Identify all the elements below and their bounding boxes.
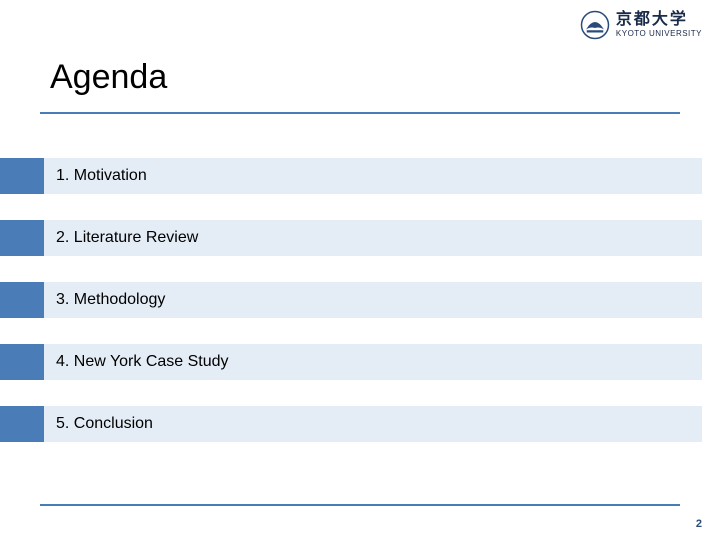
seal-icon: [580, 10, 610, 40]
agenda-item-body: 4. New York Case Study: [44, 344, 702, 380]
logo-text-en: KYOTO UNIVERSITY: [616, 30, 702, 38]
accent-bar: [0, 158, 44, 194]
logo-text: 京都大学 KYOTO UNIVERSITY: [616, 12, 702, 38]
agenda-item-body: 1. Motivation: [44, 158, 702, 194]
agenda-item: 5. Conclusion: [0, 406, 720, 442]
agenda-item: 2. Literature Review: [0, 220, 720, 256]
slide: 京都大学 KYOTO UNIVERSITY Agenda 1. Motivati…: [0, 0, 720, 540]
agenda-item-label: 3. Methodology: [56, 291, 165, 309]
accent-bar: [0, 220, 44, 256]
page-title: Agenda: [50, 58, 167, 97]
agenda-item: 1. Motivation: [0, 158, 720, 194]
agenda-item-label: 1. Motivation: [56, 167, 147, 185]
title-divider: [40, 112, 680, 114]
accent-bar: [0, 282, 44, 318]
accent-bar: [0, 406, 44, 442]
agenda-item-body: 5. Conclusion: [44, 406, 702, 442]
agenda-item-body: 3. Methodology: [44, 282, 702, 318]
logo-text-jp: 京都大学: [616, 12, 702, 28]
page-number: 2: [696, 518, 702, 530]
agenda-item-label: 5. Conclusion: [56, 415, 153, 433]
agenda-item-body: 2. Literature Review: [44, 220, 702, 256]
agenda-item-label: 2. Literature Review: [56, 229, 198, 247]
accent-bar: [0, 344, 44, 380]
bottom-divider: [40, 504, 680, 506]
university-logo: 京都大学 KYOTO UNIVERSITY: [580, 10, 702, 40]
agenda-item: 4. New York Case Study: [0, 344, 720, 380]
agenda-item: 3. Methodology: [0, 282, 720, 318]
agenda-item-label: 4. New York Case Study: [56, 353, 229, 371]
agenda-list: 1. Motivation 2. Literature Review 3. Me…: [0, 158, 720, 468]
